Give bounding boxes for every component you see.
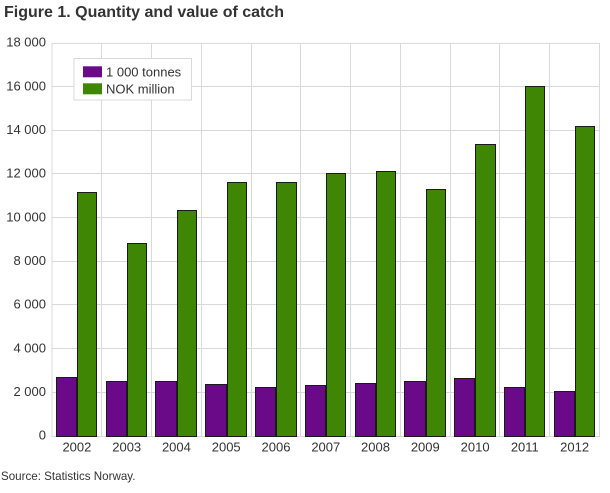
svg-text:Figure 1. Quantity and value o: Figure 1. Quantity and value of catch [4, 4, 284, 21]
svg-text:2012: 2012 [560, 440, 589, 455]
svg-text:2004: 2004 [162, 440, 191, 455]
svg-text:16 000: 16 000 [6, 78, 46, 93]
svg-text:1 000 tonnes: 1 000 tonnes [106, 65, 182, 80]
svg-text:2 000: 2 000 [13, 384, 46, 399]
svg-text:2010: 2010 [461, 440, 490, 455]
svg-text:2006: 2006 [262, 440, 291, 455]
svg-text:2008: 2008 [361, 440, 390, 455]
svg-text:4 000: 4 000 [13, 340, 46, 355]
svg-text:2007: 2007 [311, 440, 340, 455]
svg-text:2002: 2002 [62, 440, 91, 455]
svg-text:6 000: 6 000 [13, 297, 46, 312]
svg-text:2011: 2011 [511, 440, 539, 455]
svg-text:0: 0 [39, 428, 46, 443]
svg-text:2003: 2003 [112, 440, 141, 455]
svg-text:2009: 2009 [411, 440, 440, 455]
svg-text:2005: 2005 [212, 440, 241, 455]
svg-text:14 000: 14 000 [6, 122, 46, 137]
svg-text:18 000: 18 000 [6, 35, 46, 50]
svg-text:8 000: 8 000 [13, 253, 46, 268]
svg-text:12 000: 12 000 [6, 166, 46, 181]
svg-text:NOK million: NOK million [106, 82, 175, 97]
svg-text:10 000: 10 000 [6, 209, 46, 224]
svg-text:Source: Statistics Norway.: Source: Statistics Norway. [1, 470, 135, 483]
